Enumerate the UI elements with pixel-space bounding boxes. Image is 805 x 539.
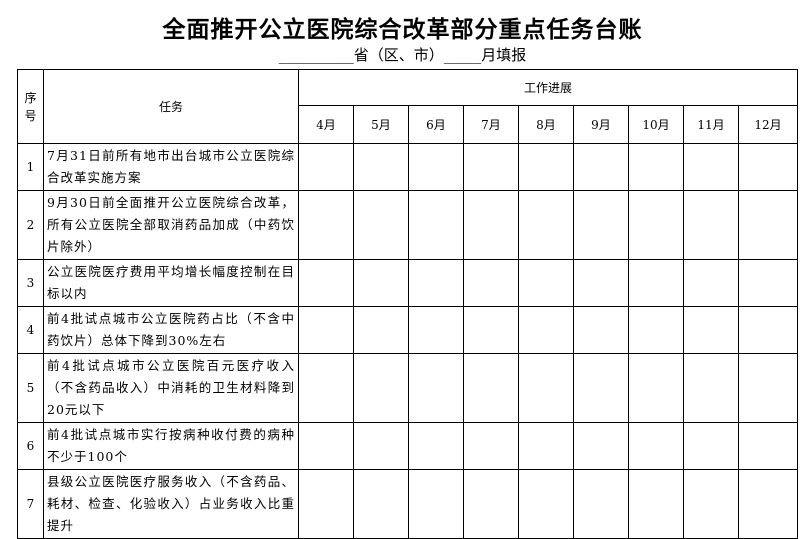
row-task: 前4批试点城市公立医院药占比（不含中药饮片）总体下降到30%左右 bbox=[43, 306, 299, 354]
progress-cell[interactable] bbox=[353, 469, 409, 539]
header-month: 11月 bbox=[683, 105, 739, 144]
progress-cell[interactable] bbox=[298, 422, 354, 470]
progress-cell[interactable] bbox=[353, 353, 409, 423]
header-month: 12月 bbox=[737, 105, 799, 144]
progress-cell[interactable] bbox=[683, 190, 739, 260]
progress-cell[interactable] bbox=[463, 353, 519, 423]
row-seq: 7 bbox=[17, 469, 44, 539]
progress-cell[interactable] bbox=[683, 353, 739, 423]
task-ledger-table: 序号 任务 工作进展 4月 5月 6月 7月 8月 9月 10月 11月 12月 1 7月31日前… bbox=[17, 69, 799, 539]
row-task: 县级公立医院医疗服务收入（不含药品、耗材、检查、化验收入）占业务收入比重提升 bbox=[43, 469, 299, 539]
row-task: 9月30日前全面推开公立医院综合改革，所有公立医院全部取消药品加成（中药饮片除外… bbox=[43, 190, 299, 260]
progress-cell[interactable] bbox=[463, 306, 519, 354]
progress-cell[interactable] bbox=[573, 353, 629, 423]
progress-cell[interactable] bbox=[298, 306, 354, 354]
progress-cell[interactable] bbox=[628, 422, 684, 470]
progress-cell[interactable] bbox=[518, 469, 574, 539]
progress-cell[interactable] bbox=[463, 469, 519, 539]
progress-cell[interactable] bbox=[298, 353, 354, 423]
table-row: 1 7月31日前所有地市出台城市公立医院综合改革实施方案 bbox=[17, 143, 799, 191]
progress-cell[interactable] bbox=[683, 306, 739, 354]
progress-cell[interactable] bbox=[628, 143, 684, 191]
progress-cell[interactable] bbox=[353, 190, 409, 260]
progress-cell[interactable] bbox=[518, 143, 574, 191]
row-task: 前4批试点城市实行按病种收付费的病种不少于100个 bbox=[43, 422, 299, 470]
progress-cell[interactable] bbox=[737, 353, 799, 423]
progress-cell[interactable] bbox=[737, 143, 799, 191]
progress-cell[interactable] bbox=[683, 259, 739, 307]
progress-cell[interactable] bbox=[463, 422, 519, 470]
header-month: 6月 bbox=[408, 105, 464, 144]
progress-cell[interactable] bbox=[463, 143, 519, 191]
progress-cell[interactable] bbox=[353, 143, 409, 191]
progress-cell[interactable] bbox=[408, 422, 464, 470]
header-task: 任务 bbox=[43, 69, 299, 144]
progress-cell[interactable] bbox=[518, 259, 574, 307]
progress-cell[interactable] bbox=[737, 190, 799, 260]
progress-cell[interactable] bbox=[737, 422, 799, 470]
progress-cell[interactable] bbox=[408, 259, 464, 307]
progress-cell[interactable] bbox=[573, 469, 629, 539]
progress-cell[interactable] bbox=[737, 259, 799, 307]
progress-cell[interactable] bbox=[298, 469, 354, 539]
header-month: 9月 bbox=[573, 105, 629, 144]
row-task: 前4批试点城市公立医院百元医疗收入（不含药品收入）中消耗的卫生材料降到20元以下 bbox=[43, 353, 299, 423]
header-month: 4月 bbox=[298, 105, 354, 144]
progress-cell[interactable] bbox=[353, 306, 409, 354]
page-subtitle: __________省（区、市）_____月填报 bbox=[278, 46, 527, 64]
progress-cell[interactable] bbox=[408, 190, 464, 260]
progress-cell[interactable] bbox=[353, 259, 409, 307]
header-month: 7月 bbox=[463, 105, 519, 144]
progress-cell[interactable] bbox=[298, 143, 354, 191]
progress-cell[interactable] bbox=[628, 259, 684, 307]
header-seq: 序号 bbox=[17, 69, 44, 144]
row-seq: 3 bbox=[17, 259, 44, 307]
progress-cell[interactable] bbox=[628, 353, 684, 423]
progress-cell[interactable] bbox=[628, 469, 684, 539]
progress-cell[interactable] bbox=[408, 143, 464, 191]
progress-cell[interactable] bbox=[573, 143, 629, 191]
progress-cell[interactable] bbox=[573, 306, 629, 354]
progress-cell[interactable] bbox=[683, 469, 739, 539]
progress-cell[interactable] bbox=[353, 422, 409, 470]
header-month: 8月 bbox=[518, 105, 574, 144]
row-seq: 4 bbox=[17, 306, 44, 354]
progress-cell[interactable] bbox=[573, 259, 629, 307]
table-row: 5 前4批试点城市公立医院百元医疗收入（不含药品收入）中消耗的卫生材料降到20元以… bbox=[17, 353, 799, 423]
table-row: 3 公立医院医疗费用平均增长幅度控制在目标以内 bbox=[17, 259, 799, 307]
progress-cell[interactable] bbox=[463, 190, 519, 260]
progress-cell[interactable] bbox=[408, 306, 464, 354]
page-title: 全面推开公立医院综合改革部分重点任务台账 bbox=[162, 16, 643, 43]
row-seq: 2 bbox=[17, 190, 44, 260]
row-seq: 1 bbox=[17, 143, 44, 191]
progress-cell[interactable] bbox=[518, 422, 574, 470]
header-month: 5月 bbox=[353, 105, 409, 144]
progress-cell[interactable] bbox=[628, 306, 684, 354]
table-row: 7 县级公立医院医疗服务收入（不含药品、耗材、检查、化验收入）占业务收入比重提升 bbox=[17, 469, 799, 539]
progress-cell[interactable] bbox=[628, 190, 684, 260]
progress-cell[interactable] bbox=[408, 353, 464, 423]
progress-cell[interactable] bbox=[683, 422, 739, 470]
progress-cell[interactable] bbox=[573, 190, 629, 260]
table-row: 4 前4批试点城市公立医院药占比（不含中药饮片）总体下降到30%左右 bbox=[17, 306, 799, 354]
row-task: 7月31日前所有地市出台城市公立医院综合改革实施方案 bbox=[43, 143, 299, 191]
table-row: 6 前4批试点城市实行按病种收付费的病种不少于100个 bbox=[17, 422, 799, 470]
progress-cell[interactable] bbox=[298, 259, 354, 307]
row-seq: 5 bbox=[17, 353, 44, 423]
header-month: 10月 bbox=[628, 105, 684, 144]
row-seq: 6 bbox=[17, 422, 44, 470]
progress-cell[interactable] bbox=[298, 190, 354, 260]
header-progress: 工作进展 bbox=[297, 69, 799, 106]
progress-cell[interactable] bbox=[518, 306, 574, 354]
progress-cell[interactable] bbox=[408, 469, 464, 539]
progress-cell[interactable] bbox=[683, 143, 739, 191]
progress-cell[interactable] bbox=[573, 422, 629, 470]
table-row: 2 9月30日前全面推开公立医院综合改革，所有公立医院全部取消药品加成（中药饮片除… bbox=[17, 190, 799, 260]
progress-cell[interactable] bbox=[518, 190, 574, 260]
row-task: 公立医院医疗费用平均增长幅度控制在目标以内 bbox=[43, 259, 299, 307]
progress-cell[interactable] bbox=[737, 306, 799, 354]
progress-cell[interactable] bbox=[518, 353, 574, 423]
progress-cell[interactable] bbox=[737, 469, 799, 539]
progress-cell[interactable] bbox=[463, 259, 519, 307]
